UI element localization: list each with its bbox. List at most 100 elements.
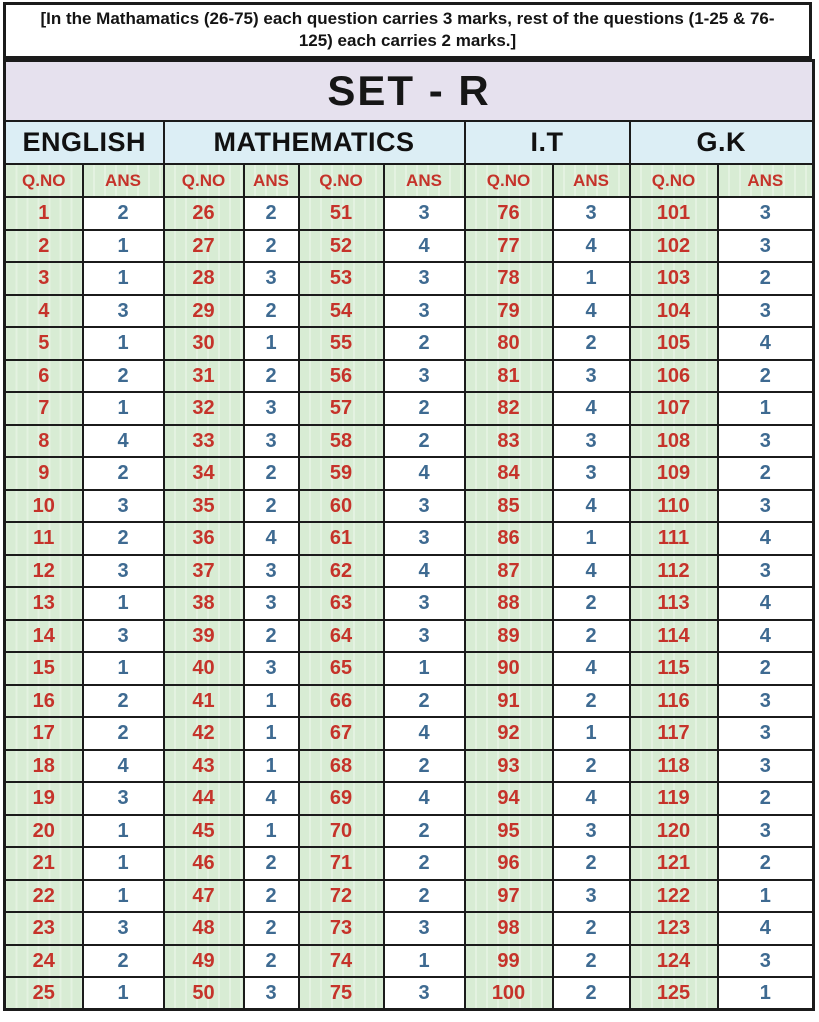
ans-cell: 3	[382, 618, 466, 654]
ans-cell: 2	[382, 813, 466, 849]
answer-row: 2 1 27 2 52 4 77 4 102 3	[3, 228, 815, 264]
ans-cell: 3	[81, 293, 165, 329]
answer-row: 7 1 32 3 57 2 82 4 107 1	[3, 391, 815, 426]
subject-header-row: ENGLISH MATHEMATICS I.T G.K	[3, 120, 815, 166]
answer-row: 9 2 34 2 59 4 84 3 109 2	[3, 456, 815, 491]
ans-cell: 3	[242, 553, 300, 589]
qno-cell: 124	[628, 943, 719, 979]
ans-cell: 3	[81, 911, 165, 946]
qno-cell: 104	[628, 293, 719, 329]
ans-cell: 3	[551, 423, 631, 459]
qno-cell: 45	[162, 813, 245, 849]
qno-cell: 57	[297, 391, 385, 426]
ans-column-header: ANS	[242, 163, 300, 199]
ans-cell: 3	[242, 586, 300, 621]
ans-cell: 3	[81, 781, 165, 816]
qno-cell: 83	[463, 423, 554, 459]
qno-cell: 69	[297, 781, 385, 816]
qno-cell: 71	[297, 846, 385, 881]
qno-cell: 86	[463, 521, 554, 556]
qno-cell: 23	[3, 911, 84, 946]
ans-cell: 3	[716, 716, 815, 751]
ans-cell: 3	[242, 651, 300, 686]
ans-cell: 2	[242, 846, 300, 881]
answer-row: 14 3 39 2 64 3 89 2 114 4	[3, 618, 815, 654]
qno-cell: 99	[463, 943, 554, 979]
qno-cell: 111	[628, 521, 719, 556]
ans-cell: 2	[382, 846, 466, 881]
qno-cell: 59	[297, 456, 385, 491]
qno-cell: 38	[162, 586, 245, 621]
qno-cell: 82	[463, 391, 554, 426]
ans-cell: 2	[551, 618, 631, 654]
ans-cell: 2	[242, 293, 300, 329]
ans-cell: 4	[551, 293, 631, 329]
ans-cell: 3	[242, 261, 300, 296]
qno-cell: 35	[162, 488, 245, 524]
answer-row: 4 3 29 2 54 3 79 4 104 3	[3, 293, 815, 329]
ans-cell: 2	[551, 586, 631, 621]
ans-cell: 2	[81, 716, 165, 751]
qno-cell: 121	[628, 846, 719, 881]
qno-cell: 22	[3, 878, 84, 914]
qno-cell: 76	[463, 196, 554, 231]
ans-cell: 2	[382, 326, 466, 361]
ans-cell: 2	[242, 488, 300, 524]
answer-row: 23 3 48 2 73 3 98 2 123 4	[3, 911, 815, 946]
qno-cell: 77	[463, 228, 554, 264]
qno-cell: 29	[162, 293, 245, 329]
ans-cell: 1	[716, 976, 815, 1011]
qno-cell: 48	[162, 911, 245, 946]
ans-cell: 2	[551, 683, 631, 719]
qno-cell: 30	[162, 326, 245, 361]
ans-cell: 1	[551, 716, 631, 751]
answer-row: 15 1 40 3 65 1 90 4 115 2	[3, 651, 815, 686]
ans-cell: 2	[716, 261, 815, 296]
qno-cell: 26	[162, 196, 245, 231]
qno-cell: 24	[3, 943, 84, 979]
ans-cell: 1	[81, 326, 165, 361]
ans-cell: 4	[242, 521, 300, 556]
ans-cell: 3	[382, 911, 466, 946]
qno-cell: 58	[297, 423, 385, 459]
ans-cell: 2	[716, 358, 815, 394]
qno-cell: 107	[628, 391, 719, 426]
qno-cell: 19	[3, 781, 84, 816]
qno-cell: 65	[297, 651, 385, 686]
set-title: SET - R	[3, 59, 815, 123]
qno-cell: 20	[3, 813, 84, 849]
qno-cell: 17	[3, 716, 84, 751]
ans-cell: 2	[716, 456, 815, 491]
qno-cell: 47	[162, 878, 245, 914]
ans-cell: 2	[716, 781, 815, 816]
ans-cell: 4	[382, 781, 466, 816]
qno-cell: 10	[3, 488, 84, 524]
qno-cell: 92	[463, 716, 554, 751]
subject-header-gk: G.K	[628, 120, 815, 166]
ans-cell: 3	[716, 943, 815, 979]
qno-cell: 109	[628, 456, 719, 491]
qno-cell: 93	[463, 748, 554, 784]
qno-cell: 61	[297, 521, 385, 556]
answer-row: 16 2 41 1 66 2 91 2 116 3	[3, 683, 815, 719]
ans-cell: 1	[81, 878, 165, 914]
ans-cell: 3	[716, 553, 815, 589]
ans-cell: 2	[242, 878, 300, 914]
qno-column-header: Q.NO	[3, 163, 84, 199]
answer-row: 13 1 38 3 63 3 88 2 113 4	[3, 586, 815, 621]
ans-cell: 2	[551, 326, 631, 361]
qno-cell: 114	[628, 618, 719, 654]
ans-cell: 2	[242, 358, 300, 394]
qno-cell: 1	[3, 196, 84, 231]
ans-cell: 2	[382, 423, 466, 459]
qno-column-header: Q.NO	[628, 163, 719, 199]
qno-cell: 15	[3, 651, 84, 686]
answer-row: 20 1 45 1 70 2 95 3 120 3	[3, 813, 815, 849]
qno-cell: 117	[628, 716, 719, 751]
qno-cell: 75	[297, 976, 385, 1011]
qno-cell: 98	[463, 911, 554, 946]
qno-cell: 73	[297, 911, 385, 946]
qno-cell: 108	[628, 423, 719, 459]
ans-cell: 4	[716, 586, 815, 621]
answer-row: 5 1 30 1 55 2 80 2 105 4	[3, 326, 815, 361]
